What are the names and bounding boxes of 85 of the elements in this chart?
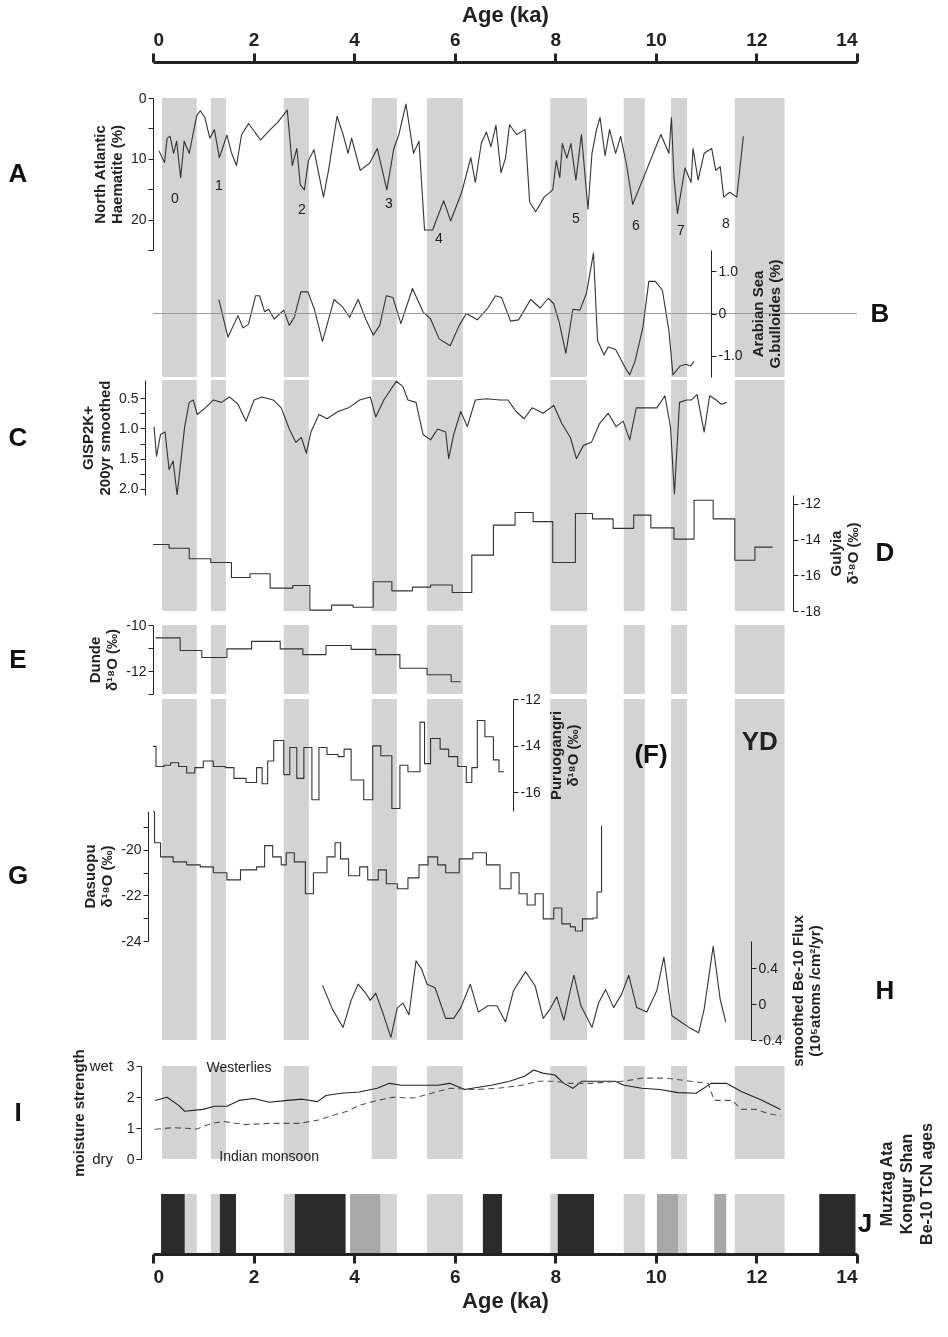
annotation: 7 <box>677 222 686 238</box>
y-tick-label: 1.0 <box>718 262 739 279</box>
x-tick-label: 6 <box>449 1265 461 1287</box>
y-tick-label: 20 <box>130 211 147 228</box>
x-tick-label: 4 <box>349 28 361 50</box>
x-tick-label: 14 <box>836 28 858 50</box>
text: A <box>8 158 28 188</box>
y-tick-label: 1.0 <box>119 419 139 436</box>
y-tick-label: -12 <box>800 495 821 512</box>
annotation: 3 <box>385 195 394 211</box>
x-tick-label: 10 <box>645 28 667 50</box>
annotation: 4 <box>435 230 444 246</box>
line-series <box>154 1077 782 1130</box>
y-tick-label: 10 <box>130 150 147 167</box>
y-tick-label: -16 <box>520 783 541 800</box>
y-tick-label: 1.5 <box>119 450 139 467</box>
text: G <box>7 860 29 890</box>
y-tick-label: 0.5 <box>119 389 139 406</box>
y-axis-title: Muztag Ata Kongur Shan Be-10 TCN ages <box>878 1122 935 1245</box>
text: C <box>8 421 28 452</box>
y-tick-label: -14 <box>800 531 821 548</box>
y-tick-label: -18 <box>800 602 821 619</box>
y-tick-label: 0 <box>126 1150 135 1167</box>
line-series <box>321 945 727 1038</box>
x-tick-label: 6 <box>449 28 461 50</box>
x-tick-label: 8 <box>550 1265 562 1287</box>
text: E <box>9 643 27 674</box>
x-tick-label: 0 <box>153 28 165 50</box>
y-tick-label: 2.0 <box>119 480 139 497</box>
y-axis-title: moisture strength <box>69 1049 87 1177</box>
text: wet <box>88 1057 114 1074</box>
band-label: YD <box>741 725 778 756</box>
text: H <box>875 974 895 1005</box>
y-axis-title: smoothed Be-10 Flux (10⁵atoms /cm²/yr) <box>788 914 823 1067</box>
y-tick-label: 0 <box>758 995 767 1012</box>
x-tick-label: 0 <box>153 1265 165 1287</box>
y-axis-title: Dasuopu δ¹⁸O (‰) <box>81 844 116 909</box>
x-axis-title: Age (ka) <box>462 1 549 27</box>
text: I <box>14 1096 22 1127</box>
text: D <box>875 537 895 567</box>
y-tick-label: 3 <box>126 1057 135 1074</box>
text: J <box>857 1208 873 1238</box>
y-axis-title: Gulyia δ¹⁸O (‰) <box>826 522 861 585</box>
y-axis-title: Dunde δ¹⁸O (‰) <box>86 628 121 692</box>
x-tick-label: 12 <box>746 1265 768 1287</box>
annotation: 1 <box>215 177 224 193</box>
y-tick-label: -10 <box>126 616 147 633</box>
x-tick-label: 2 <box>248 1265 260 1287</box>
x-tick-label: 12 <box>746 28 768 50</box>
x-tick-label: 14 <box>836 1265 858 1287</box>
y-tick-label: -1.0 <box>718 347 743 364</box>
y-axis-title: Puruogangri δ¹⁸O (‰) <box>546 710 581 801</box>
y-tick-label: -0.4 <box>758 1031 783 1048</box>
line-series <box>153 380 728 496</box>
x-tick-label: 10 <box>645 1265 667 1287</box>
y-tick-label: 1 <box>126 1119 135 1136</box>
text: dry <box>92 1150 114 1167</box>
y-axis-title: North Atlantic Haematite (%) <box>90 124 125 225</box>
x-axis-title: Age (ka) <box>462 1287 549 1313</box>
x-tick-label: 4 <box>349 1265 361 1287</box>
y-tick-label: 2 <box>126 1088 135 1105</box>
y-tick-label: -16 <box>800 566 821 583</box>
annotation: 6 <box>632 217 641 233</box>
annotation: (F) <box>634 739 668 769</box>
annotation: 5 <box>572 210 581 226</box>
y-tick-label: -24 <box>121 932 142 949</box>
y-tick-label: 0 <box>138 89 147 106</box>
annotation: 2 <box>298 201 307 217</box>
y-tick-label: 0 <box>718 305 727 321</box>
y-tick-label: -12 <box>126 662 147 679</box>
x-tick-label: 2 <box>248 28 260 50</box>
series-label: Indian monsoon <box>219 1148 319 1165</box>
y-tick-label: -22 <box>121 886 142 903</box>
line-series <box>218 252 695 376</box>
y-tick-label: -14 <box>520 737 541 754</box>
annotation: 8 <box>722 215 731 231</box>
y-axis-title: GISP2K+ 200yr smoothed <box>79 380 114 496</box>
x-tick-label: 8 <box>550 28 562 50</box>
y-tick-label: 0.4 <box>758 959 779 976</box>
series-label: Westerlies <box>206 1059 272 1076</box>
y-tick-label: -12 <box>520 690 541 707</box>
text: B <box>870 297 890 328</box>
annotation: 0 <box>171 190 180 206</box>
y-axis-title: Arabian Sea G.bulloides (%) <box>748 259 783 369</box>
y-tick-label: -20 <box>121 841 142 858</box>
